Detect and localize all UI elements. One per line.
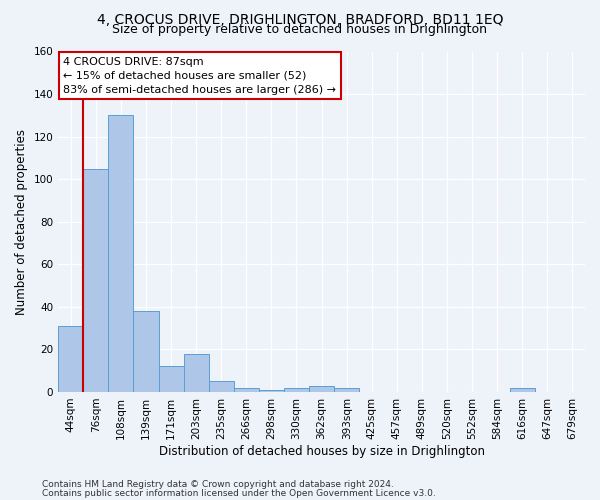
Bar xyxy=(83,168,109,392)
Y-axis label: Number of detached properties: Number of detached properties xyxy=(15,128,28,314)
Bar xyxy=(209,382,234,392)
Text: 4, CROCUS DRIVE, DRIGHLINGTON, BRADFORD, BD11 1EQ: 4, CROCUS DRIVE, DRIGHLINGTON, BRADFORD,… xyxy=(97,12,503,26)
Bar xyxy=(184,354,209,392)
Text: 4 CROCUS DRIVE: 87sqm
← 15% of detached houses are smaller (52)
83% of semi-deta: 4 CROCUS DRIVE: 87sqm ← 15% of detached … xyxy=(64,56,337,94)
Bar xyxy=(259,390,284,392)
Bar xyxy=(133,311,158,392)
Text: Contains HM Land Registry data © Crown copyright and database right 2024.: Contains HM Land Registry data © Crown c… xyxy=(42,480,394,489)
Bar xyxy=(334,388,359,392)
Bar xyxy=(109,116,133,392)
Bar xyxy=(510,388,535,392)
X-axis label: Distribution of detached houses by size in Drighlington: Distribution of detached houses by size … xyxy=(158,444,485,458)
Bar xyxy=(58,326,83,392)
Bar xyxy=(158,366,184,392)
Bar xyxy=(284,388,309,392)
Bar xyxy=(234,388,259,392)
Text: Contains public sector information licensed under the Open Government Licence v3: Contains public sector information licen… xyxy=(42,489,436,498)
Text: Size of property relative to detached houses in Drighlington: Size of property relative to detached ho… xyxy=(113,22,487,36)
Bar xyxy=(309,386,334,392)
